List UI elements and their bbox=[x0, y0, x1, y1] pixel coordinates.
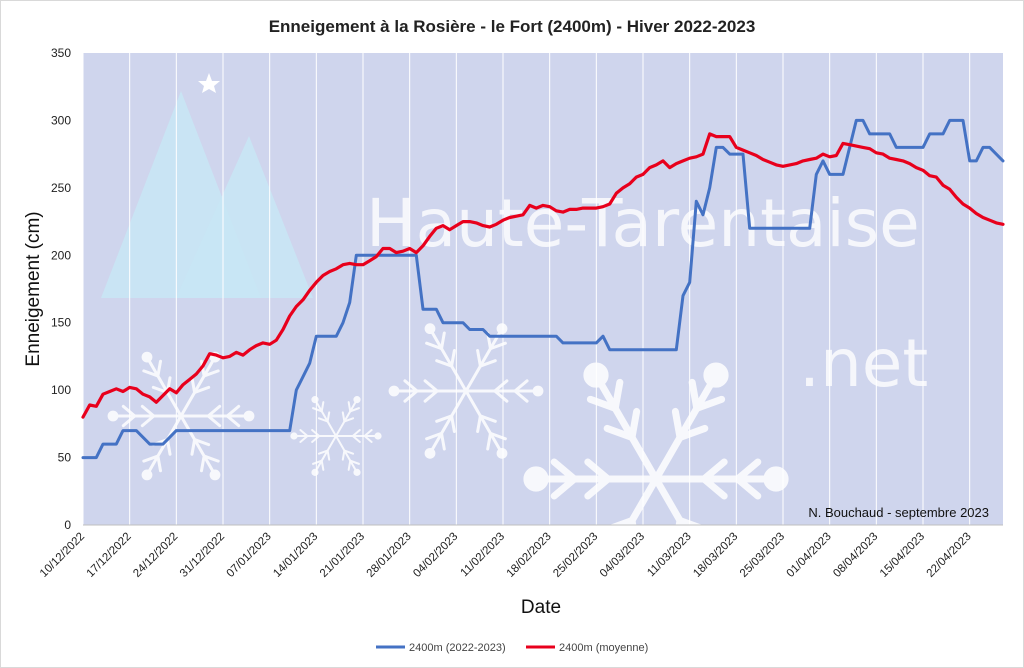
watermark-mountain-2 bbox=[176, 136, 313, 298]
x-tick-label: 24/12/2022 bbox=[131, 531, 180, 580]
x-tick-label: 25/03/2023 bbox=[738, 531, 787, 580]
y-tick-label: 200 bbox=[51, 248, 71, 262]
x-tick-label: 11/03/2023 bbox=[645, 531, 694, 580]
snowflake-icon bbox=[107, 351, 255, 481]
x-tick-label: 11/02/2023 bbox=[459, 531, 508, 580]
y-tick-label: 350 bbox=[51, 46, 71, 60]
x-tick-label: 22/04/2023 bbox=[925, 531, 974, 580]
x-tick-label: 17/12/2022 bbox=[85, 531, 134, 580]
watermark-text-net: .net bbox=[799, 325, 928, 402]
legend: 2400m (2022-2023) 2400m (moyenne) bbox=[376, 642, 648, 654]
snowflake-icon bbox=[388, 323, 544, 459]
y-axis-ticks: 0 50 100 150 200 250 300 350 bbox=[51, 46, 71, 532]
x-tick-label: 15/04/2023 bbox=[878, 531, 927, 580]
x-tick-label: 28/01/2023 bbox=[365, 531, 414, 580]
x-tick-label: 21/01/2023 bbox=[318, 531, 367, 580]
y-tick-label: 150 bbox=[51, 316, 71, 330]
series-lines bbox=[81, 118, 1005, 460]
x-tick-label: 31/12/2022 bbox=[178, 531, 227, 580]
x-tick-label: 01/04/2023 bbox=[785, 531, 834, 580]
legend-label-season: 2400m (2022-2023) bbox=[409, 642, 506, 654]
snowflake-icons bbox=[107, 323, 789, 596]
snowflake-icon bbox=[523, 362, 789, 596]
y-tick-label: 0 bbox=[64, 518, 71, 532]
y-tick-label: 250 bbox=[51, 181, 71, 195]
series-line-season bbox=[81, 118, 1005, 460]
y-axis-title: Enneigement (cm) bbox=[23, 211, 44, 366]
x-tick-label: 18/02/2023 bbox=[505, 531, 554, 580]
watermark: Haute-Tarentaise .net bbox=[101, 73, 928, 596]
x-axis-ticks: 10/12/202217/12/202224/12/202231/12/2022… bbox=[38, 531, 974, 580]
x-tick-label: 07/01/2023 bbox=[225, 531, 274, 580]
x-tick-label: 04/02/2023 bbox=[411, 531, 460, 580]
legend-label-average: 2400m (moyenne) bbox=[559, 642, 648, 654]
x-tick-label: 14/01/2023 bbox=[271, 531, 320, 580]
credit-annotation: N. Bouchaud - septembre 2023 bbox=[808, 505, 989, 520]
snowflake-icon bbox=[290, 396, 382, 476]
star-icon bbox=[198, 73, 220, 93]
y-tick-label: 100 bbox=[51, 383, 71, 397]
x-axis-title: Date bbox=[521, 597, 561, 618]
series-line-average bbox=[81, 132, 1005, 419]
x-tick-label: 10/12/2022 bbox=[38, 531, 87, 580]
gridlines bbox=[82, 53, 1003, 526]
y-tick-label: 300 bbox=[51, 113, 71, 127]
chart-title: Enneigement à la Rosière - le Fort (2400… bbox=[269, 17, 756, 36]
y-tick-label: 50 bbox=[58, 451, 72, 465]
x-tick-label: 08/04/2023 bbox=[831, 531, 880, 580]
